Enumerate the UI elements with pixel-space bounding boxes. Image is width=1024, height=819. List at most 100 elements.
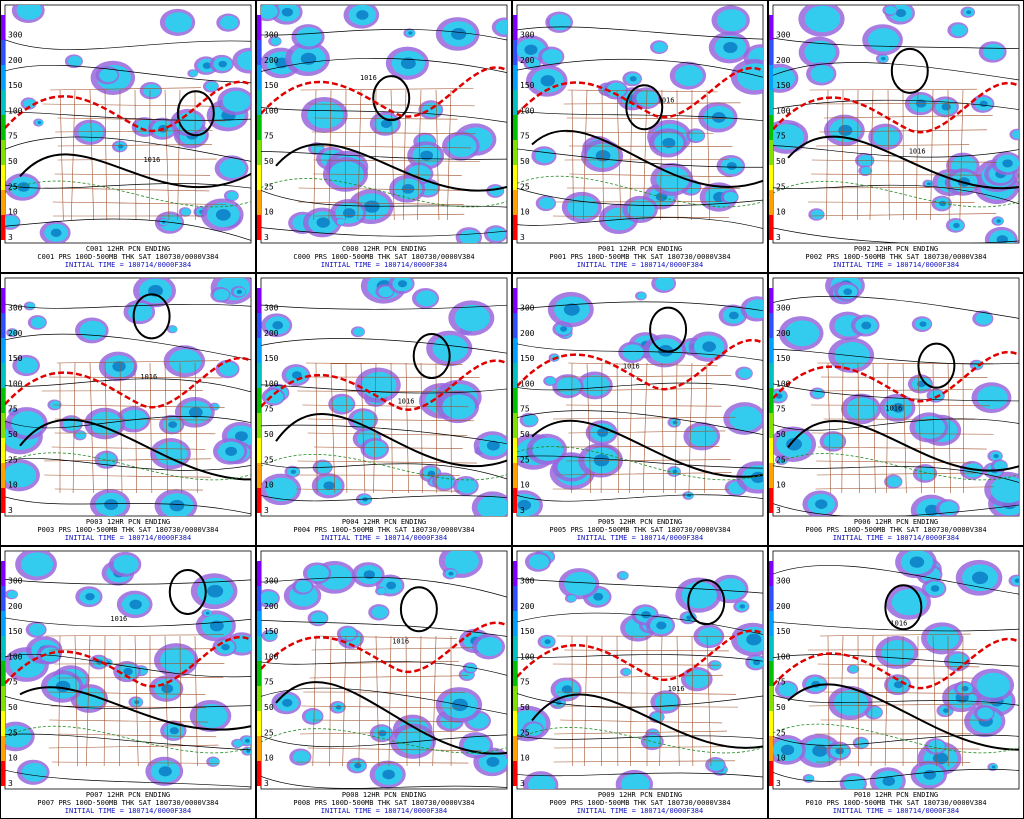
scale-label: 10 [8, 754, 18, 763]
color-bar-segment [513, 611, 517, 636]
isobar [773, 383, 1019, 402]
isobar [517, 578, 763, 594]
color-bar-segment [769, 288, 773, 313]
color-bar-segment [513, 165, 517, 190]
precip-mid [29, 623, 46, 636]
scale-label: 50 [520, 157, 530, 166]
precip-inner [881, 56, 886, 61]
color-bar-segment [1, 686, 5, 711]
precip-mid [926, 626, 960, 651]
isobar [517, 59, 763, 78]
precip-mid [805, 775, 815, 782]
isobar [5, 303, 251, 309]
thickness [517, 446, 763, 481]
precip-inner [923, 769, 937, 780]
isobar [773, 99, 1019, 110]
map-content: 1016 [773, 551, 1019, 789]
low-center [687, 579, 726, 626]
precip-inner [169, 727, 179, 735]
freezing-line [5, 80, 251, 132]
precip-inner [246, 749, 251, 753]
isobar-label: 1016 [110, 615, 127, 623]
scale-label: 3 [520, 233, 525, 242]
scale-label: 3 [8, 779, 13, 788]
precip-mid [656, 166, 690, 192]
color-bar-segment [513, 438, 517, 463]
precip-mid [31, 316, 46, 328]
scale-label: 200 [8, 602, 23, 611]
isobar [517, 26, 763, 40]
color-bar-segment [769, 413, 773, 438]
scale-label: 150 [520, 627, 535, 636]
scale-label: 200 [776, 602, 791, 611]
precip-inner [451, 28, 467, 40]
isobar [261, 494, 507, 502]
precip-inner [672, 420, 678, 425]
scale-label: 75 [8, 405, 18, 414]
thickness [261, 728, 507, 754]
precip-inner [686, 615, 693, 620]
color-bar-segment [513, 686, 517, 711]
precip-mid [636, 90, 659, 107]
precip-mid [454, 304, 490, 332]
color-bar-segment [513, 115, 517, 140]
precip-mid [237, 50, 251, 71]
panel-title: P005 12HR PCN ENDING [598, 518, 682, 526]
precip-inner [356, 10, 369, 20]
map-content: 1016 [5, 5, 251, 243]
color-bar-segment [1, 611, 5, 636]
precip-mid [773, 67, 796, 90]
precip-inner [780, 744, 795, 756]
scale-label: 200 [264, 56, 279, 65]
precip-mid [914, 416, 946, 439]
low-center [884, 584, 923, 631]
isobar [261, 661, 507, 676]
precip-inner [209, 620, 224, 632]
color-bar-segment [513, 761, 517, 786]
isobar [5, 617, 251, 627]
precip-inner [930, 585, 940, 592]
scale-label: 10 [520, 754, 530, 763]
scale-label: 50 [776, 157, 786, 166]
color-bar-segment [1, 661, 5, 686]
precip-inner [925, 504, 940, 516]
precip-inner [723, 41, 738, 54]
precip-inner [225, 446, 238, 456]
precip-inner [991, 765, 996, 769]
low-center [649, 306, 688, 353]
precip-inner [218, 60, 227, 68]
precip-mid [804, 40, 836, 65]
color-bar-segment [1, 90, 5, 115]
scale-label: 150 [776, 354, 791, 363]
panel-caption: P008 PRS 100D-500MB THK SAT 180730/0000V… [293, 799, 474, 807]
low-center [176, 90, 215, 137]
isobar [517, 410, 763, 436]
precip-inner [966, 10, 972, 15]
precip-mid [459, 229, 480, 243]
scale-label: 200 [776, 329, 791, 338]
isobar [261, 687, 507, 715]
precip-inner [400, 57, 416, 70]
low-center [625, 84, 664, 131]
precip-inner [843, 288, 853, 296]
precip-mid [8, 329, 18, 337]
precip-inner [378, 730, 387, 737]
color-bar-segment [769, 165, 773, 190]
precip-inner [281, 7, 293, 17]
precip-mid [307, 101, 344, 129]
precip-inner [895, 8, 907, 18]
precip-mid [867, 707, 882, 718]
color-bar-segment [1, 140, 5, 165]
color-bar-segment [513, 586, 517, 611]
precip-inner [380, 119, 392, 128]
scale-label: 10 [8, 208, 18, 217]
isobar [5, 416, 251, 429]
isobar [773, 295, 1019, 319]
precip-inner [815, 499, 828, 509]
panel-caption: C001 PRS 100D-500MB THK SAT 180730/0000V… [37, 253, 218, 261]
precip-mid [444, 551, 479, 574]
scale-label: 50 [8, 703, 18, 712]
precip-mid [606, 82, 626, 98]
precip-mid [812, 388, 825, 398]
scale-label: 25 [264, 182, 274, 191]
